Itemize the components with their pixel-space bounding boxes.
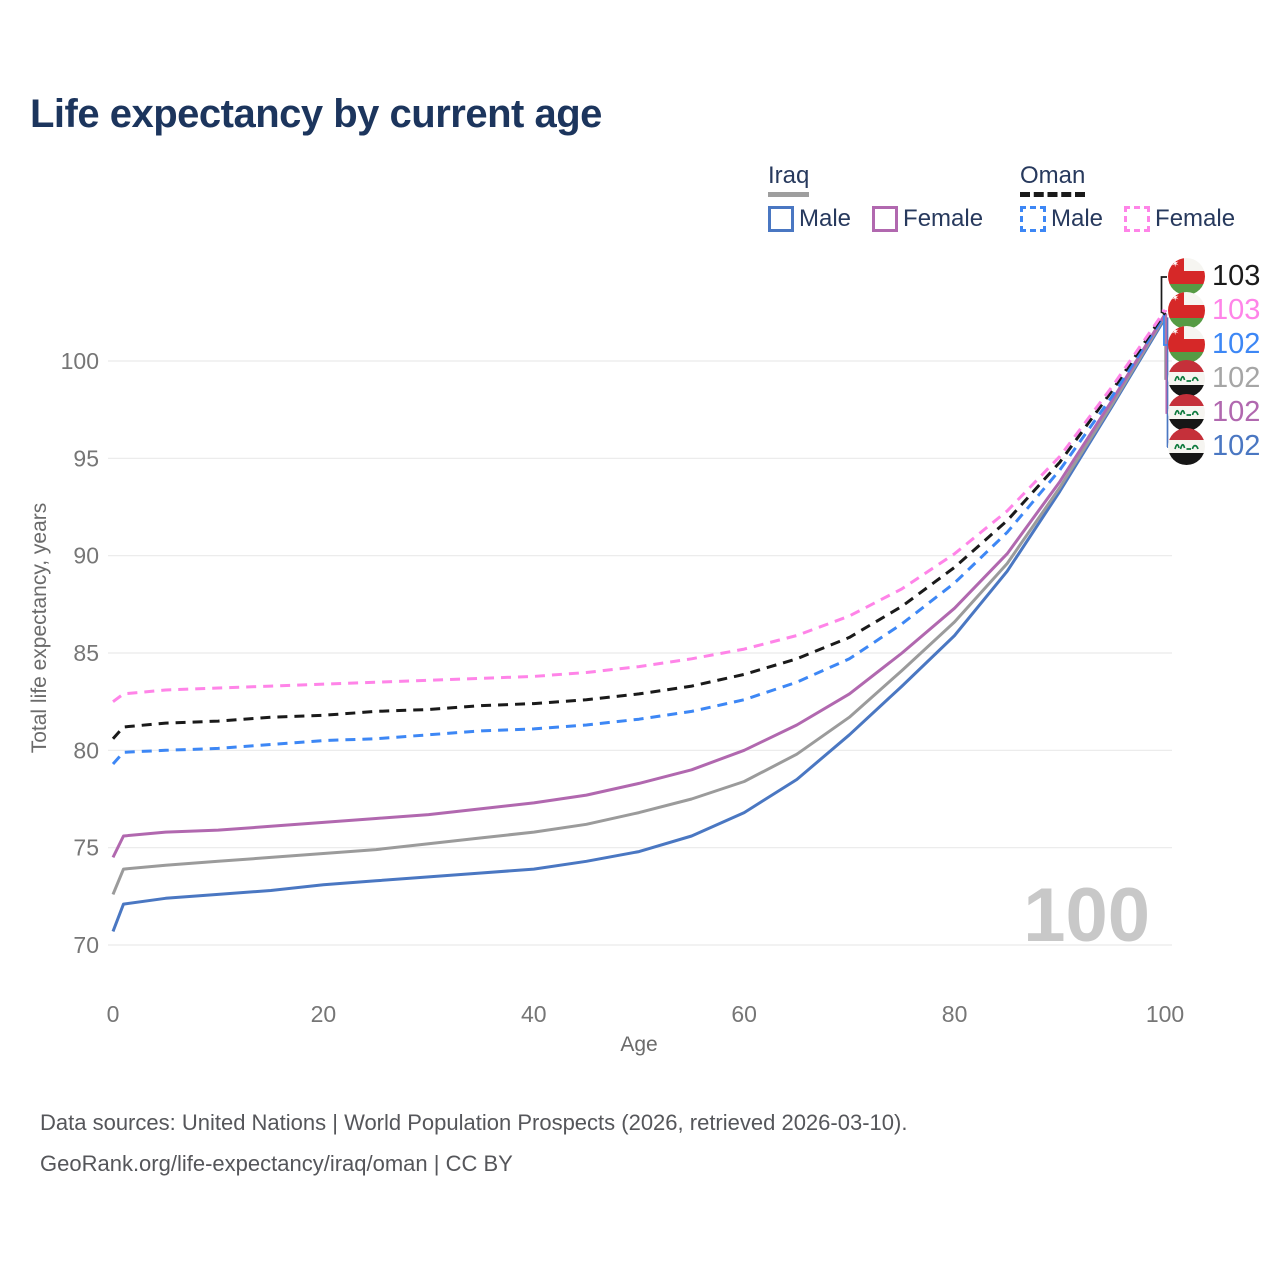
end-label-row: ✶ 102 (1168, 326, 1260, 363)
oman-flag-icon: ✶ (1168, 292, 1205, 329)
legend-label: Female (1155, 204, 1236, 232)
series-line-oman-female (112, 309, 1167, 703)
footer-attribution: GeoRank.org/life-expectancy/iraq/oman | … (40, 1151, 513, 1176)
end-label-row: ✶ 103 (1168, 292, 1260, 329)
end-label-connector-oman-female (1161, 309, 1167, 312)
x-tick-label: 0 (107, 1001, 120, 1027)
legend-item-oman-male[interactable]: Male (1020, 205, 1103, 233)
x-tick-label: 60 (731, 1001, 757, 1027)
oman-male-swatch-icon (1020, 205, 1046, 232)
y-tick-label: 100 (61, 348, 99, 374)
y-tick-label: 75 (73, 835, 99, 861)
legend-group-iraq: Iraq Male Female (768, 162, 983, 233)
iraq-flag-icon (1168, 360, 1205, 397)
series-line-iraq-female (111, 313, 1167, 859)
end-label-value: 102 (1212, 396, 1261, 428)
legend-item-iraq-female[interactable]: Female (872, 205, 983, 233)
y-tick-label: 80 (73, 737, 99, 763)
x-tick-label: 20 (311, 1001, 337, 1027)
series-line-oman-male (111, 313, 1167, 766)
end-label-connector-iraq-female (1165, 313, 1168, 414)
legend-label: Female (903, 204, 984, 232)
end-label-value: 103 (1212, 260, 1261, 292)
y-tick-label: 70 (73, 932, 99, 958)
x-tick-label: 100 (1146, 1001, 1184, 1027)
series-line-iraq-male (111, 317, 1167, 932)
iraq-female-swatch-icon (872, 205, 899, 232)
oman-flag-icon: ✶ (1168, 258, 1205, 295)
end-label-row: 102 (1168, 428, 1260, 465)
legend-country-iraq: Iraq (768, 162, 810, 197)
end-label-value: 102 (1212, 430, 1261, 462)
legend-label: Male (799, 204, 852, 232)
y-axis-title: Total life expectancy, years (28, 503, 51, 754)
oman-female-swatch-icon (1124, 205, 1151, 232)
oman-flag-icon: ✶ (1168, 326, 1205, 363)
legend-label: Male (1051, 204, 1104, 232)
x-axis-title: Age (620, 1033, 657, 1056)
legend-item-iraq-male[interactable]: Male (768, 205, 851, 233)
end-label-row: 102 (1168, 360, 1260, 397)
end-label-value: 102 (1212, 328, 1261, 360)
y-tick-label: 90 (73, 543, 99, 569)
iraq-flag-icon (1168, 428, 1205, 465)
x-tick-label: 80 (942, 1001, 968, 1027)
end-label-value: 103 (1212, 294, 1261, 326)
legend-item-oman-female[interactable]: Female (1124, 205, 1235, 233)
y-tick-label: 85 (73, 640, 99, 666)
iraq-flag-icon (1168, 394, 1205, 431)
end-label-row: 102 (1168, 394, 1260, 431)
footer-data-sources: Data sources: United Nations | World Pop… (40, 1110, 908, 1135)
end-label-row: ✶ 103 (1168, 258, 1260, 295)
y-tick-label: 95 (73, 445, 99, 471)
age-watermark: 100 (1023, 873, 1150, 958)
legend-country-oman: Oman (1020, 162, 1086, 197)
page-title: Life expectancy by current age (30, 92, 602, 136)
x-tick-label: 40 (521, 1001, 547, 1027)
legend-group-oman: Oman Male Female (1020, 162, 1235, 233)
series-line-oman-total (111, 311, 1167, 740)
end-label-value: 102 (1212, 362, 1261, 394)
end-label-connector-oman-total (1160, 276, 1167, 314)
iraq-male-swatch-icon (768, 205, 794, 232)
series-line-iraq-total (111, 315, 1167, 895)
